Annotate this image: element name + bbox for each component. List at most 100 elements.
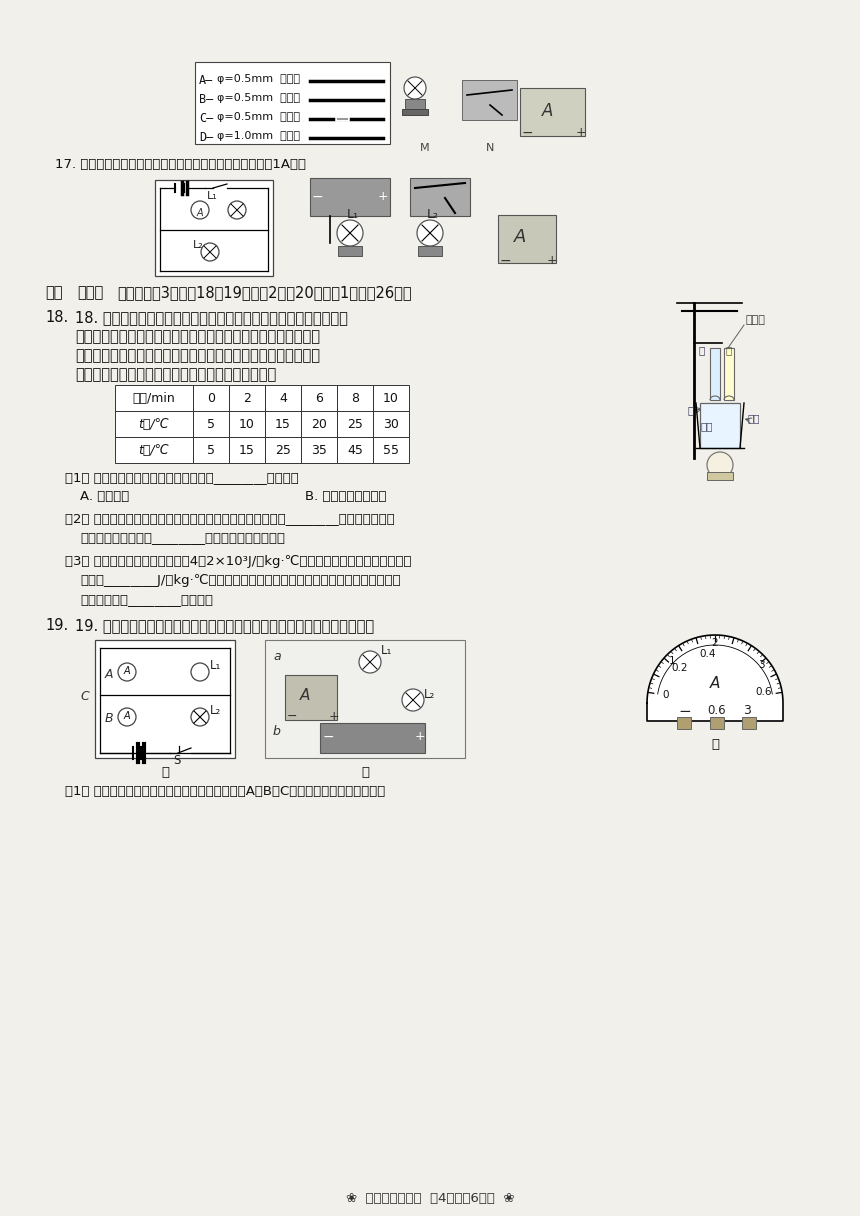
Bar bbox=[193, 437, 229, 463]
Text: −: − bbox=[679, 704, 691, 719]
Text: 0.6: 0.6 bbox=[708, 704, 727, 717]
Bar bbox=[193, 385, 229, 411]
Text: 时间/min: 时间/min bbox=[132, 392, 175, 405]
Bar bbox=[373, 437, 409, 463]
Text: t水/℃: t水/℃ bbox=[138, 417, 169, 430]
Text: A: A bbox=[105, 668, 114, 681]
Text: φ=1.0mm  镍铬丝: φ=1.0mm 镍铬丝 bbox=[217, 131, 300, 141]
Text: 量；综合分析可知：________吸热的本领要强一些；: 量；综合分析可知：________吸热的本领要强一些； bbox=[80, 531, 285, 544]
Bar bbox=[373, 385, 409, 411]
Bar bbox=[724, 348, 734, 400]
Bar bbox=[195, 62, 390, 143]
Text: 6: 6 bbox=[315, 392, 323, 405]
Bar bbox=[310, 178, 390, 216]
Text: A: A bbox=[542, 102, 553, 120]
Text: 5: 5 bbox=[207, 444, 215, 456]
Bar bbox=[677, 717, 691, 730]
Bar bbox=[337, 385, 373, 411]
Text: 0.2: 0.2 bbox=[672, 663, 688, 672]
Bar bbox=[115, 411, 193, 437]
Text: A: A bbox=[197, 208, 203, 218]
Text: 温度计: 温度计 bbox=[745, 315, 765, 325]
Text: A: A bbox=[514, 229, 526, 246]
Text: L₂: L₂ bbox=[210, 704, 221, 717]
Circle shape bbox=[417, 220, 443, 246]
Circle shape bbox=[191, 201, 209, 219]
Text: 热水: 热水 bbox=[747, 413, 759, 423]
Text: 19.: 19. bbox=[45, 618, 68, 634]
Text: A: A bbox=[710, 676, 720, 691]
Text: 17. 请根据电路图连接实物图（已知通过两灯泡的电流均为1A）。: 17. 请根据电路图连接实物图（已知通过两灯泡的电流均为1A）。 bbox=[55, 158, 306, 171]
Text: C: C bbox=[80, 689, 89, 703]
Text: 55: 55 bbox=[383, 444, 399, 456]
Text: L₂: L₂ bbox=[427, 208, 439, 221]
Polygon shape bbox=[647, 635, 783, 721]
Text: 0: 0 bbox=[207, 392, 215, 405]
Text: +: + bbox=[415, 730, 426, 743]
Text: A. 加热时间: A. 加热时间 bbox=[80, 490, 129, 503]
Text: 1: 1 bbox=[669, 655, 676, 665]
Text: 质量相同的水和某种油，试管由铁丝支架固定，且与容器底不接: 质量相同的水和某种油，试管由铁丝支架固定，且与容器底不接 bbox=[75, 330, 320, 344]
Text: 15: 15 bbox=[239, 444, 255, 456]
Text: 25: 25 bbox=[347, 417, 363, 430]
Circle shape bbox=[201, 243, 219, 261]
Bar bbox=[410, 178, 470, 216]
Text: 热容为________J/（kg·℃）。若要在此两种物质中选择一种作为汽车发动机的冷: 热容为________J/（kg·℃）。若要在此两种物质中选择一种作为汽车发动机… bbox=[80, 574, 401, 587]
Bar bbox=[337, 411, 373, 437]
Bar bbox=[320, 724, 425, 753]
Text: 3: 3 bbox=[758, 660, 765, 670]
Bar bbox=[337, 437, 373, 463]
Text: M: M bbox=[421, 143, 430, 153]
Bar bbox=[498, 215, 556, 263]
Text: 3: 3 bbox=[743, 704, 751, 717]
Bar bbox=[710, 348, 720, 400]
Bar bbox=[373, 411, 409, 437]
Text: 45: 45 bbox=[347, 444, 363, 456]
Text: 19. 如图所示，小翠同学所在的兴趣小组正在探究并联电路中电流的规律。: 19. 如图所示，小翠同学所在的兴趣小组正在探究并联电路中电流的规律。 bbox=[75, 618, 374, 634]
Text: 2: 2 bbox=[243, 392, 251, 405]
Text: 15: 15 bbox=[275, 417, 291, 430]
Text: S: S bbox=[174, 754, 181, 767]
Text: 却剂，你认为________更合适。: 却剂，你认为________更合适。 bbox=[80, 593, 213, 606]
Text: 30: 30 bbox=[383, 417, 399, 430]
Text: 三、: 三、 bbox=[45, 285, 63, 300]
Bar bbox=[229, 411, 265, 437]
Text: （3） 小组同学知道水的比热容为4．2×10³J/（kg·℃），分析表中数据可知：油的比: （3） 小组同学知道水的比热容为4．2×10³J/（kg·℃），分析表中数据可知… bbox=[65, 554, 411, 568]
Text: C—: C— bbox=[199, 112, 213, 125]
Bar bbox=[265, 437, 301, 463]
Text: 水: 水 bbox=[699, 345, 705, 355]
Text: −: − bbox=[323, 730, 335, 744]
Text: N: N bbox=[486, 143, 494, 153]
Circle shape bbox=[191, 663, 209, 681]
Text: φ=0.5mm  镍铬丝: φ=0.5mm 镍铬丝 bbox=[217, 112, 300, 122]
Circle shape bbox=[118, 708, 136, 726]
Bar bbox=[742, 717, 756, 730]
Text: +: + bbox=[547, 254, 557, 268]
Bar bbox=[265, 385, 301, 411]
Circle shape bbox=[191, 708, 209, 726]
Bar bbox=[418, 246, 442, 257]
Text: （1） 图甲是他们设计的电路图，实验时需要测量A、B、C三处的电流。图乙是他们某: （1） 图甲是他们设计的电路图，实验时需要测量A、B、C三处的电流。图乙是他们某 bbox=[65, 786, 385, 798]
Bar bbox=[301, 411, 337, 437]
Text: L₁: L₁ bbox=[210, 659, 221, 672]
Bar bbox=[462, 80, 517, 120]
Bar bbox=[301, 437, 337, 463]
Text: 25: 25 bbox=[275, 444, 291, 456]
Text: （本大题共3小题，18、19题每空2分，20题每空1分，共26分）: （本大题共3小题，18、19题每空2分，20题每空1分，共26分） bbox=[117, 285, 412, 300]
Bar bbox=[405, 98, 425, 109]
Text: 水: 水 bbox=[687, 405, 693, 415]
Text: −: − bbox=[312, 190, 323, 204]
Text: 18. 小明按如图所示的方法组装好实验器材，在两个试管内分别装入: 18. 小明按如图所示的方法组装好实验器材，在两个试管内分别装入 bbox=[75, 310, 348, 325]
Text: A—: A— bbox=[199, 74, 213, 88]
Text: 中水和油的温度并记录下来，得到的数据如表所示。: 中水和油的温度并记录下来，得到的数据如表所示。 bbox=[75, 367, 276, 382]
Bar bbox=[265, 411, 301, 437]
Text: 0.4: 0.4 bbox=[699, 648, 716, 659]
Text: 35: 35 bbox=[311, 444, 327, 456]
Text: 内: 内 bbox=[711, 738, 719, 751]
Bar bbox=[285, 675, 337, 720]
Bar bbox=[229, 385, 265, 411]
Text: 实验题: 实验题 bbox=[77, 285, 103, 300]
Text: L₁: L₁ bbox=[381, 644, 392, 657]
Text: 8: 8 bbox=[351, 392, 359, 405]
Text: ❀  九年级物理试题  第4页（共6页）  ❀: ❀ 九年级物理试题 第4页（共6页） ❀ bbox=[346, 1192, 514, 1205]
